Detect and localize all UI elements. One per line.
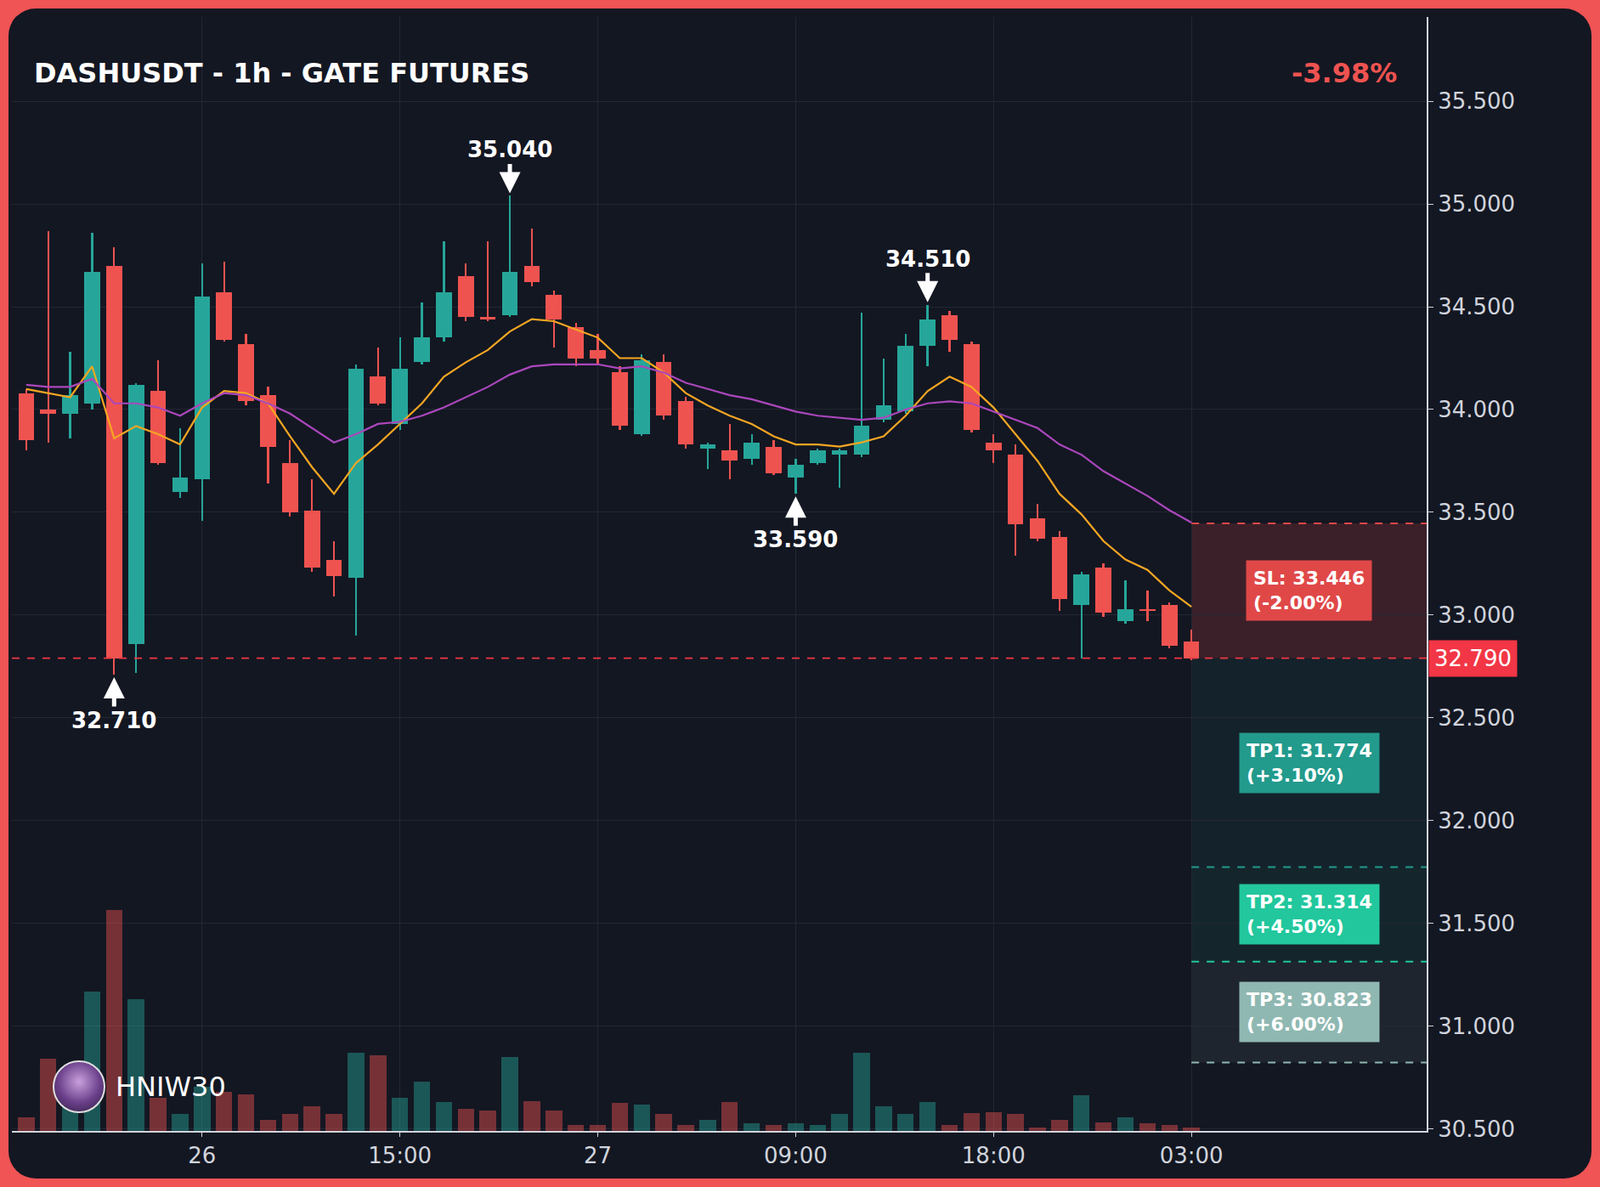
svg-text:34.500: 34.500 (1437, 293, 1516, 320)
svg-text:32.790: 32.790 (1434, 645, 1512, 672)
svg-text:31.000: 31.000 (1437, 1013, 1516, 1040)
svg-text:34.000: 34.000 (1437, 396, 1516, 423)
svg-text:DASHUSDT - 1h - GATE FUTURES: DASHUSDT - 1h - GATE FUTURES (33, 56, 530, 90)
svg-text:03:00: 03:00 (1159, 1142, 1224, 1169)
svg-text:34.510: 34.510 (885, 246, 971, 272)
svg-text:26: 26 (187, 1142, 216, 1169)
svg-text:35.000: 35.000 (1437, 191, 1516, 217)
svg-text:32.710: 32.710 (71, 707, 157, 734)
svg-text:32.500: 32.500 (1437, 705, 1516, 731)
svg-text:27: 27 (583, 1142, 612, 1169)
svg-text:15:00: 15:00 (367, 1142, 432, 1169)
svg-text:09:00: 09:00 (763, 1142, 828, 1169)
svg-text:18:00: 18:00 (961, 1142, 1026, 1169)
svg-text:33.000: 33.000 (1437, 602, 1516, 628)
svg-text:HNIW30: HNIW30 (115, 1070, 227, 1103)
svg-text:-3.98%: -3.98% (1291, 56, 1397, 90)
svg-text:30.500: 30.500 (1437, 1116, 1516, 1143)
svg-text:32.000: 32.000 (1437, 808, 1516, 834)
svg-text:TP1: 31.774(+3.10%): TP1: 31.774(+3.10%) (1246, 740, 1373, 786)
svg-text:35.040: 35.040 (467, 136, 553, 163)
svg-text:33.500: 33.500 (1437, 499, 1516, 526)
svg-text:SL: 33.446(-2.00%): SL: 33.446(-2.00%) (1253, 567, 1365, 614)
svg-text:TP3: 30.823(+6.00%): TP3: 30.823(+6.00%) (1246, 989, 1373, 1035)
svg-text:TP2: 31.314(+4.50%): TP2: 31.314(+4.50%) (1246, 891, 1373, 938)
svg-text:35.500: 35.500 (1437, 88, 1516, 114)
svg-text:33.590: 33.590 (752, 526, 838, 553)
svg-text:31.500: 31.500 (1437, 910, 1516, 937)
